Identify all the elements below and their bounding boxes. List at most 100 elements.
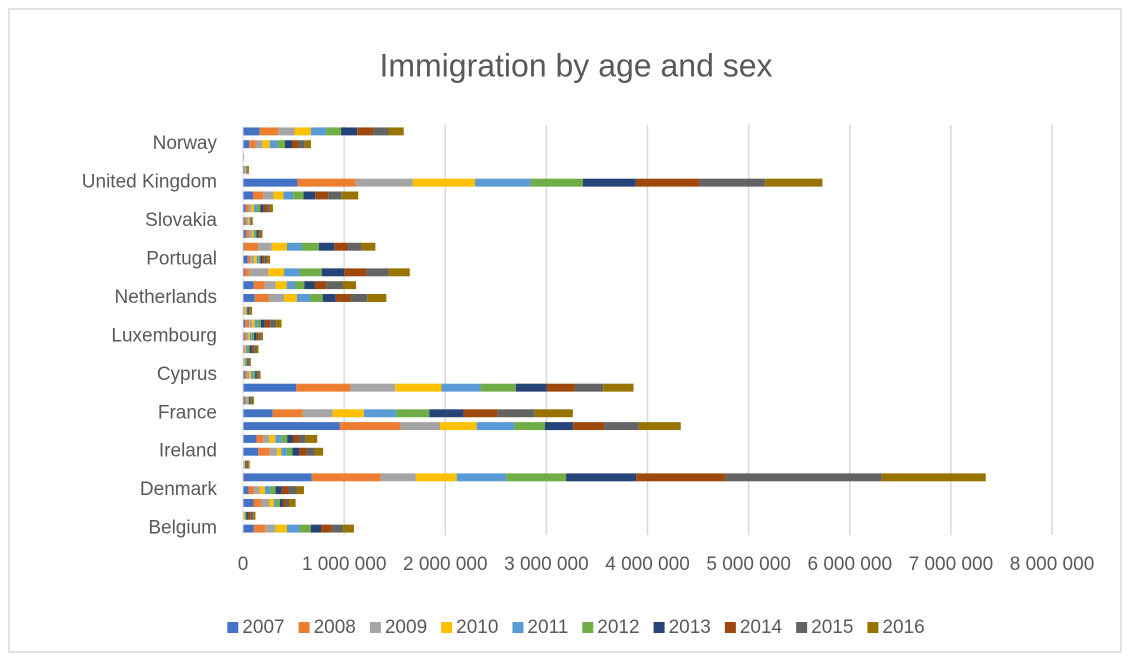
y-tick-label: Belgium — [148, 518, 217, 539]
bar-segment — [344, 268, 367, 277]
bar-segment — [244, 268, 250, 277]
bar-segment — [259, 486, 265, 495]
bar-segment — [296, 383, 351, 392]
x-tick-label: 8 000 000 — [1010, 554, 1095, 575]
bar-segment — [298, 434, 306, 443]
bar-segment — [301, 242, 319, 251]
bar-segment — [254, 486, 260, 495]
bar-segment — [286, 281, 295, 290]
y-tick-label: United Kingdom — [82, 172, 217, 193]
bar-segment — [246, 460, 249, 469]
bar-segment — [246, 511, 248, 520]
bar-segment — [258, 332, 261, 341]
bar-segment — [254, 293, 270, 302]
bar-segment — [243, 409, 273, 418]
bar-segment — [326, 281, 344, 290]
bar-segment — [260, 255, 263, 264]
y-tick-label: Norway — [153, 133, 218, 154]
bar-segment — [248, 358, 250, 367]
bar-segment — [725, 473, 882, 482]
bar-segment — [251, 345, 255, 354]
bar-segment — [248, 165, 250, 174]
bar-segment — [475, 178, 531, 187]
bar-segment — [530, 178, 583, 187]
bar-segment — [248, 486, 255, 495]
bar-segment — [264, 486, 271, 495]
y-tick-label: France — [158, 402, 217, 423]
legend-item: 2014 — [724, 617, 783, 638]
bar-segment — [251, 217, 253, 226]
bar-segment — [249, 345, 252, 354]
y-tick-label: Cyprus — [157, 364, 217, 385]
bar-segment — [252, 217, 253, 226]
bar-segment — [321, 268, 345, 277]
bar-segment — [271, 242, 287, 251]
bar-segment — [373, 127, 389, 136]
bar-segment — [252, 396, 254, 405]
legend-item: 2007 — [227, 617, 285, 638]
bar-segment — [246, 396, 248, 405]
bar-segment — [243, 242, 245, 251]
bar-segment — [251, 332, 254, 341]
bar-segment — [275, 524, 287, 533]
bar-segment — [278, 127, 295, 136]
bars — [243, 127, 986, 533]
bar-segment — [247, 370, 250, 379]
bar-segment — [247, 306, 249, 315]
bar-segment — [332, 409, 364, 418]
bar-segment — [297, 178, 356, 187]
bar-segment — [286, 242, 302, 251]
bar-segment — [249, 370, 252, 379]
legend-item: 2013 — [653, 617, 711, 638]
bar-segment — [243, 255, 248, 264]
bar-segment — [299, 524, 311, 533]
bar-segment — [256, 434, 264, 443]
bar-segment — [281, 447, 287, 456]
chart-frame — [8, 8, 1122, 653]
bar-segment — [258, 242, 272, 251]
bar-segment — [291, 140, 299, 149]
x-tick-label: 3 000 000 — [504, 554, 589, 575]
bar-segment — [247, 396, 249, 405]
bar-segment — [258, 370, 261, 379]
bar-segment — [303, 191, 316, 200]
bar-segment — [395, 383, 442, 392]
bar-segment — [318, 242, 335, 251]
bar-segment — [343, 281, 357, 290]
legend-item: 2008 — [298, 617, 356, 638]
bar-segment — [269, 204, 273, 213]
bar-segment — [412, 178, 476, 187]
bar-segment — [262, 255, 265, 264]
bar-segment — [574, 383, 604, 392]
bar-segment — [257, 319, 261, 328]
bar-segment — [294, 281, 305, 290]
bar-segment — [881, 473, 986, 482]
bar-segment — [259, 229, 261, 238]
bar-segment — [253, 511, 256, 520]
bar-segment — [247, 255, 251, 264]
bar-segment — [282, 498, 286, 507]
bar-segment — [289, 498, 296, 507]
bar-segment — [321, 524, 332, 533]
legend-item: 2011 — [512, 617, 568, 638]
bar-segment — [255, 370, 257, 379]
bar-segment — [263, 434, 270, 443]
bar-segment — [254, 204, 258, 213]
x-tick-label: 0 — [238, 554, 249, 575]
bar-segment — [276, 498, 280, 507]
bar-segment — [253, 498, 262, 507]
bar-segment — [250, 306, 253, 315]
bar-segment — [456, 473, 507, 482]
bar-segment — [299, 268, 322, 277]
legend-item: 2010 — [441, 617, 498, 638]
legend-label: 2014 — [740, 617, 783, 638]
bar-segment — [243, 422, 340, 431]
bar-segment — [506, 473, 567, 482]
y-tick-label: Luxembourg — [111, 325, 217, 346]
bar-segment — [264, 319, 271, 328]
bar-segment — [258, 447, 270, 456]
bar-segment — [244, 306, 246, 315]
bar-segment — [283, 191, 294, 200]
bar-segment — [256, 370, 258, 379]
